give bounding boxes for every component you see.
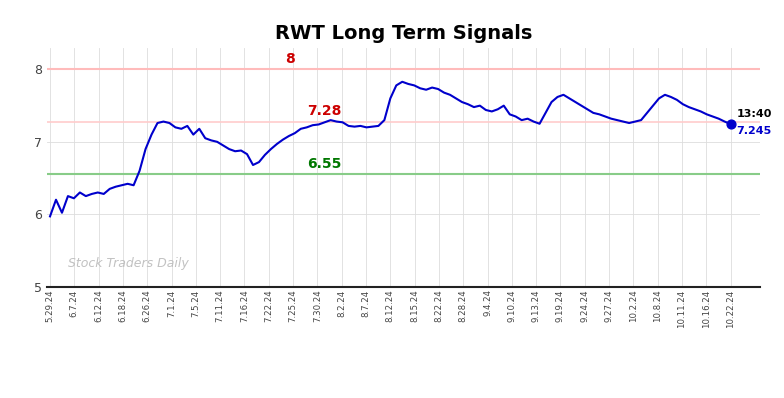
- Text: 13:40: 13:40: [737, 109, 772, 119]
- Text: Stock Traders Daily: Stock Traders Daily: [68, 257, 189, 270]
- Text: 6.55: 6.55: [307, 157, 342, 171]
- Text: 7.245: 7.245: [737, 125, 772, 136]
- Text: 7.28: 7.28: [307, 104, 342, 118]
- Point: [724, 121, 737, 127]
- Text: 8: 8: [285, 52, 296, 66]
- Title: RWT Long Term Signals: RWT Long Term Signals: [275, 24, 532, 43]
